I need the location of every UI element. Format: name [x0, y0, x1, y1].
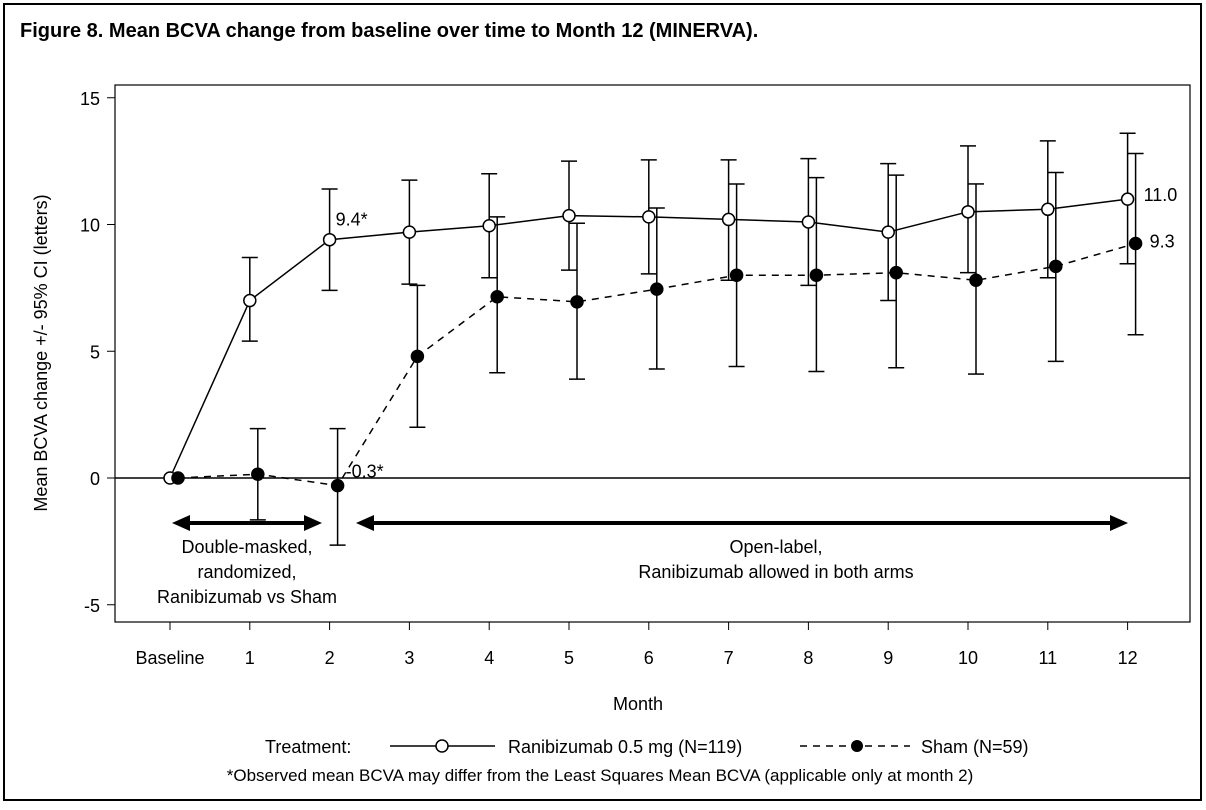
ranibizumab-point [1120, 192, 1135, 206]
figure-border [3, 3, 1202, 801]
ranibizumab-point [482, 219, 496, 233]
ranibizumab-point [243, 293, 257, 308]
data-label: 11.0 [1144, 185, 1178, 205]
arrowhead-right-icon [1110, 515, 1128, 531]
sham-point [410, 349, 425, 364]
sham-point [330, 478, 345, 493]
y-tick-label: 15 [80, 89, 100, 109]
ranibizumab-point [1041, 202, 1055, 217]
ranibizumab-point [402, 225, 417, 239]
x-tick-label: 10 [958, 648, 978, 668]
arrowhead-left-icon [172, 515, 190, 531]
chart-title: Figure 8. Mean BCVA change from baseline… [20, 20, 758, 42]
legend-title: Treatment: [265, 737, 351, 757]
legend-marker-ranibizumab [435, 739, 449, 753]
ranibizumab-point [721, 212, 736, 227]
phase1-label: randomized, [197, 562, 296, 582]
x-tick-label: 8 [803, 648, 813, 668]
ranibizumab-point [801, 215, 816, 229]
x-tick-label: 11 [1038, 648, 1057, 668]
sham-point [490, 289, 504, 304]
sham-point [729, 268, 744, 282]
x-tick-label: 4 [484, 648, 494, 668]
legend-label-sham: Sham (N=59) [921, 737, 1029, 757]
x-tick-label: 2 [325, 648, 335, 668]
y-tick-label: -5 [84, 596, 100, 616]
phase2-label: Open-label, [729, 537, 822, 557]
arrowhead-left-icon [356, 515, 374, 531]
sham-point [809, 268, 824, 282]
sham-point [650, 282, 664, 296]
x-tick-label: 9 [883, 648, 893, 668]
ranibizumab-point [961, 205, 975, 219]
x-tick-label: 12 [1118, 648, 1138, 668]
phase1-label: Ranibizumab vs Sham [157, 587, 337, 607]
x-tick-label: Baseline [135, 648, 204, 668]
y-tick-label: 10 [80, 216, 100, 236]
ranibizumab-point [642, 210, 656, 224]
sham-point [171, 471, 185, 485]
sham-point [1049, 259, 1063, 274]
arrowhead-right-icon [304, 515, 322, 531]
data-label: -0.3* [346, 462, 384, 482]
x-tick-label: 7 [724, 648, 734, 668]
y-tick-label: 5 [90, 342, 100, 362]
y-axis-label: Mean BCVA change +/- 95% CI (letters) [31, 194, 51, 511]
ranibizumab-point [562, 208, 576, 223]
x-tick-label: 5 [564, 648, 574, 668]
phase2-label: Ranibizumab allowed in both arms [638, 562, 913, 582]
sham-point [969, 273, 983, 288]
legend-marker-sham [851, 740, 863, 752]
sham-point [1128, 236, 1143, 251]
plot-frame [114, 84, 1191, 623]
phase1-label: Double-masked, [181, 537, 312, 557]
x-tick-label: 3 [404, 648, 414, 668]
sham-point [570, 295, 584, 309]
sham-point [251, 467, 265, 481]
ranibizumab-point [881, 225, 895, 239]
sham-point [889, 265, 903, 280]
footnote: *Observed mean BCVA may differ from the … [227, 766, 974, 785]
x-tick-label: 1 [245, 648, 255, 668]
ranibizumab-point [322, 232, 337, 247]
data-label: 9.3 [1150, 232, 1175, 252]
x-axis-label: Month [613, 694, 663, 714]
y-tick-label: 0 [90, 469, 100, 489]
legend-label-ranibizumab: Ranibizumab 0.5 mg (N=119) [508, 737, 742, 757]
data-label: 9.4* [336, 210, 368, 230]
x-tick-label: 6 [644, 648, 654, 668]
